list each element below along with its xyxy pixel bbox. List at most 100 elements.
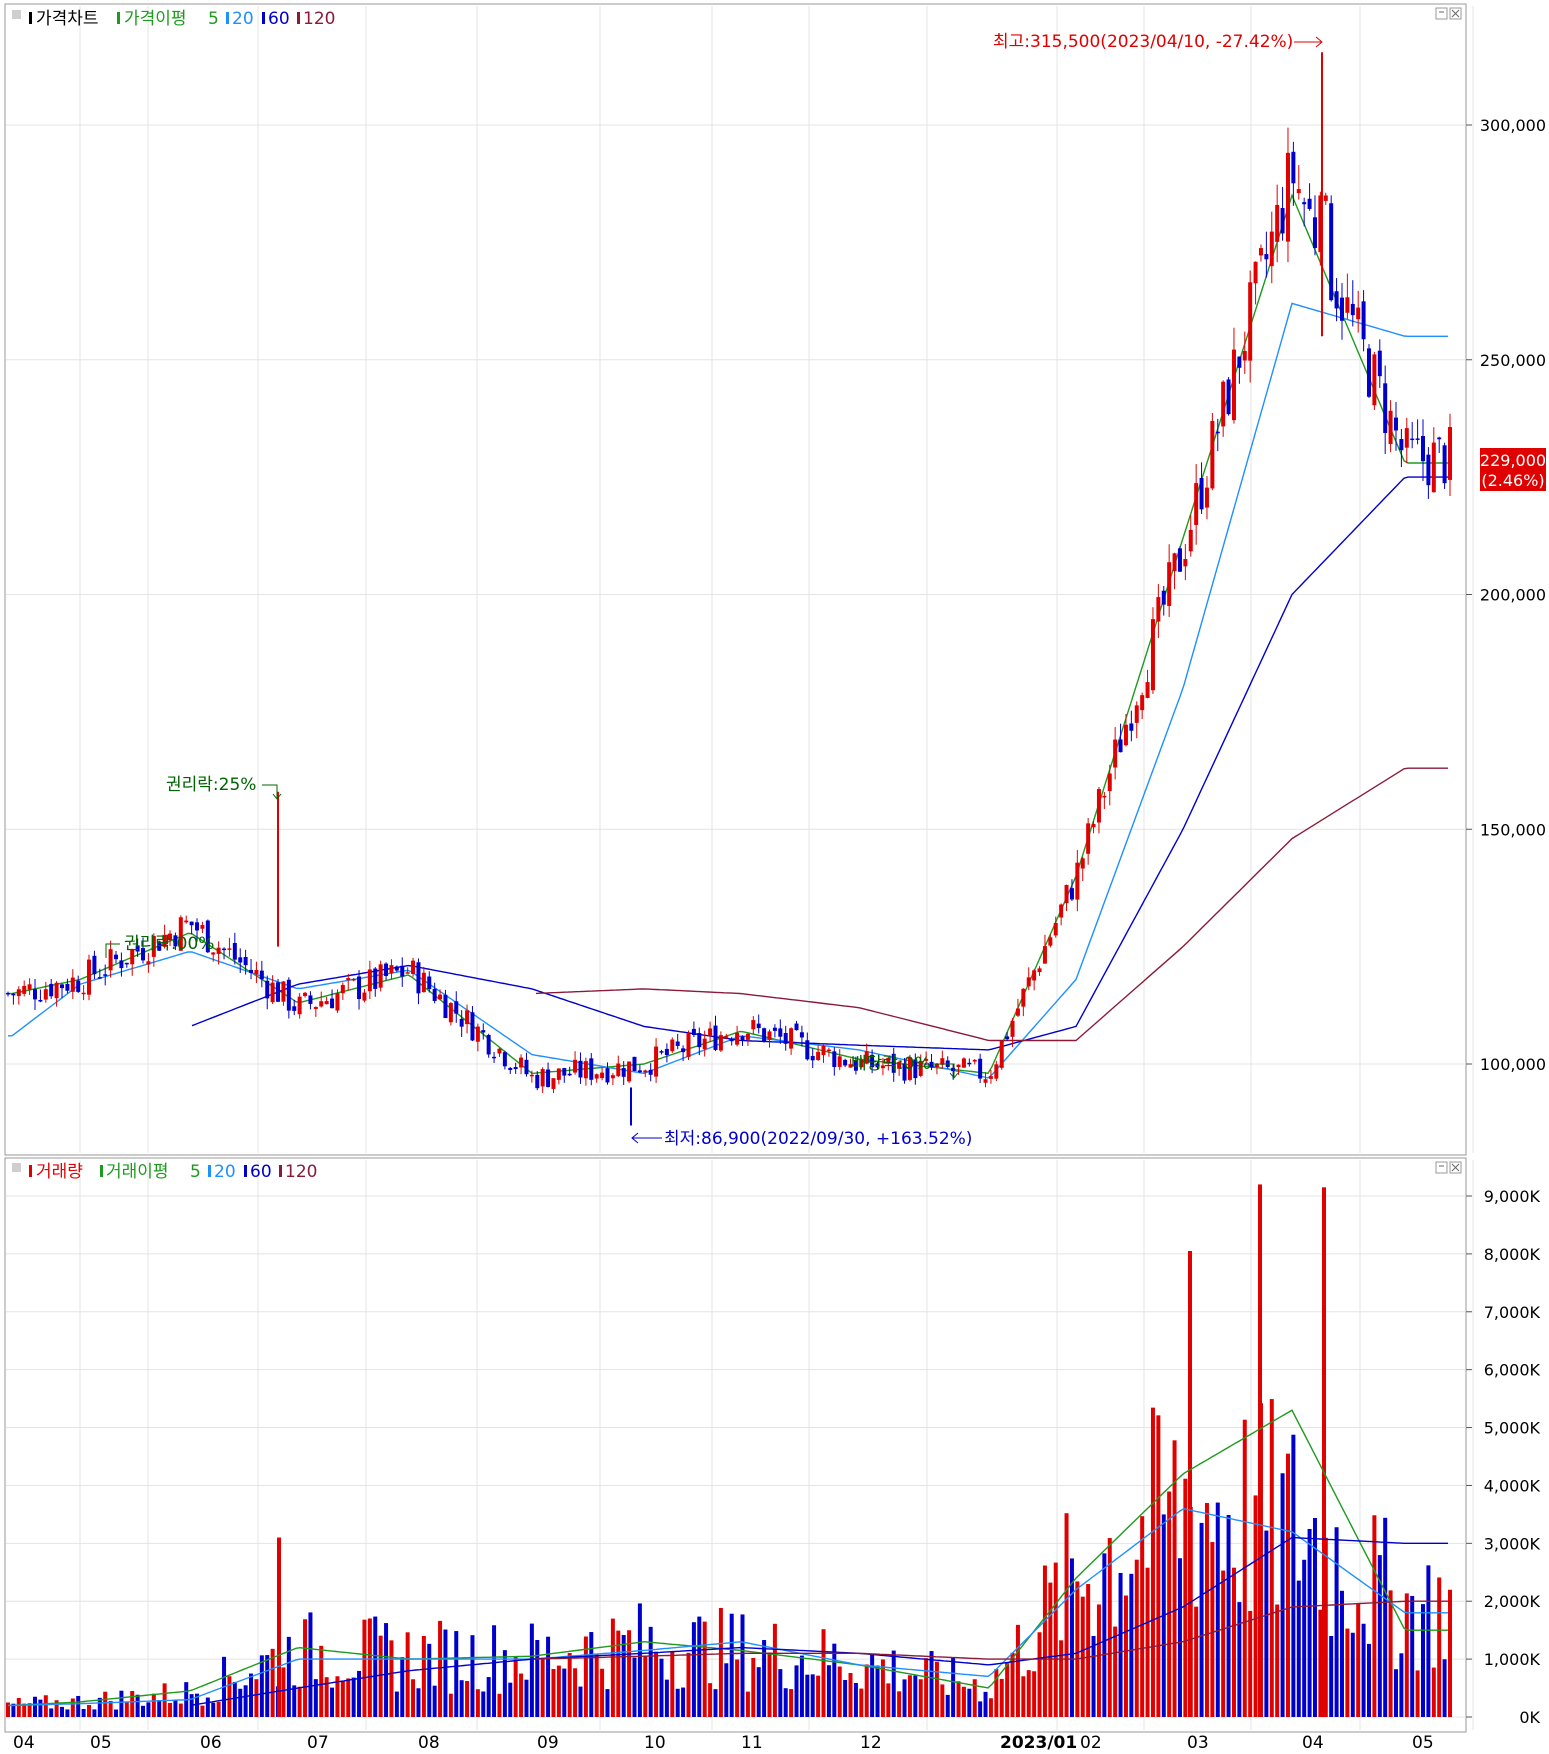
volume-bar xyxy=(772,1623,777,1717)
volume-ma-5-line xyxy=(8,1409,1448,1707)
volume-ma-120-line xyxy=(535,1600,1448,1660)
volume-bar xyxy=(281,1667,286,1717)
volume-bar xyxy=(1420,1604,1425,1717)
x-tick-label: 10 xyxy=(644,1733,666,1753)
candle-body xyxy=(454,1001,459,1014)
volume-y-tick-label: 7,000K xyxy=(1484,1303,1541,1322)
rights-annotation-2: 권리락:00% xyxy=(124,934,214,954)
legend-volume: 거래량 xyxy=(36,1162,83,1182)
volume-bar xyxy=(940,1684,945,1717)
candle-body xyxy=(643,1070,648,1073)
volume-bar xyxy=(735,1659,740,1717)
candle-body xyxy=(816,1051,821,1060)
volume-bar xyxy=(124,1702,129,1717)
candle-body xyxy=(1226,379,1231,415)
volume-bar xyxy=(508,1682,513,1717)
volume-bar xyxy=(934,1661,939,1717)
maximize-icon[interactable] xyxy=(1435,7,1448,20)
candle-body xyxy=(767,1031,772,1040)
candle-body xyxy=(416,962,421,994)
candle-body xyxy=(1140,695,1145,711)
volume-bar xyxy=(681,1687,686,1717)
candle-body xyxy=(481,1030,486,1033)
panel-marker-icon xyxy=(12,1163,21,1172)
volume-bar xyxy=(297,1686,302,1717)
candle-body xyxy=(1069,888,1074,900)
volume-bar xyxy=(1037,1632,1042,1717)
candle-body xyxy=(594,1074,599,1079)
volume-bar xyxy=(292,1685,297,1717)
candle-body xyxy=(1118,739,1123,753)
candle-body xyxy=(330,998,335,1009)
volume-bar xyxy=(848,1672,853,1717)
candle-body xyxy=(1237,356,1242,368)
volume-moving-averages xyxy=(8,1409,1448,1707)
volume-bar xyxy=(411,1679,416,1717)
candle-body xyxy=(972,1059,977,1062)
candle-body xyxy=(1177,548,1182,572)
candle-body xyxy=(373,968,378,989)
volume-bar xyxy=(702,1621,707,1717)
candle-body xyxy=(1350,303,1355,316)
candle-body xyxy=(1096,789,1101,823)
volume-bar xyxy=(621,1635,626,1717)
volume-bar xyxy=(497,1693,502,1717)
volume-bar xyxy=(610,1618,615,1717)
volume-bar xyxy=(459,1680,464,1717)
close-icon-glyph xyxy=(1451,1163,1460,1172)
candle-body xyxy=(621,1068,626,1077)
candle-body xyxy=(1302,202,1307,205)
candle-body xyxy=(421,972,426,993)
volume-bar xyxy=(654,1651,659,1717)
candle-body xyxy=(810,1055,815,1061)
volume-bar xyxy=(691,1622,696,1717)
volume-bar xyxy=(373,1616,378,1717)
candle-body xyxy=(1134,705,1139,723)
candle-body xyxy=(870,1054,875,1068)
x-tick-label: 11 xyxy=(741,1733,763,1753)
candle-body xyxy=(243,956,248,966)
candle-body xyxy=(1199,477,1204,510)
candle-body xyxy=(486,1034,491,1055)
candle-body xyxy=(886,1057,891,1064)
candle-body xyxy=(1253,261,1258,284)
volume-ma-20-line xyxy=(8,1508,1448,1707)
volume-bar xyxy=(535,1639,540,1717)
candle-body xyxy=(38,1000,43,1002)
volume-bar xyxy=(416,1688,421,1717)
x-axis: 04 05 06 07 08 09 10 11 12 2023/01 02 03 04 05 xyxy=(13,1733,1434,1753)
volume-y-axis: 9,000K 8,000K 7,000K 6,000K 5,000K 4,000K 3,00… xyxy=(1466,1187,1541,1727)
candle-body xyxy=(427,976,432,990)
volume-bar xyxy=(427,1643,432,1717)
volume-bar xyxy=(1080,1596,1085,1717)
volume-bar xyxy=(1210,1542,1215,1717)
candle-body xyxy=(286,979,291,1011)
volume-bar xyxy=(11,1703,16,1717)
volume-bar xyxy=(265,1655,270,1717)
candle-body xyxy=(1437,437,1442,440)
candle-body xyxy=(1156,597,1161,622)
rights-arrow-1 xyxy=(262,784,282,800)
price-annotations: 최고:315,500(2023/04/10, -27.42%) 최저:86,90… xyxy=(105,32,1323,1149)
volume-peak-bar xyxy=(1258,1184,1262,1717)
candle-body xyxy=(535,1074,540,1089)
volume-bar xyxy=(1334,1527,1339,1717)
volume-bar xyxy=(1032,1671,1037,1717)
volume-bar xyxy=(81,1708,86,1717)
candle-body xyxy=(1318,195,1323,253)
candle-body xyxy=(659,1051,664,1053)
volume-bar xyxy=(1167,1491,1172,1717)
candle-body xyxy=(33,989,38,1000)
volume-bar xyxy=(1042,1565,1047,1717)
price-panel-controls xyxy=(1435,7,1462,20)
volume-bar xyxy=(891,1650,896,1717)
volume-bar xyxy=(546,1636,551,1717)
volume-bar xyxy=(465,1681,470,1717)
volume-bar xyxy=(1048,1582,1053,1717)
candle-body xyxy=(438,994,443,1000)
volume-bar xyxy=(238,1688,243,1717)
maximize-icon[interactable] xyxy=(1435,1161,1448,1174)
volume-bar xyxy=(259,1655,264,1717)
candle-body xyxy=(189,921,194,926)
candle-body xyxy=(913,1059,918,1079)
